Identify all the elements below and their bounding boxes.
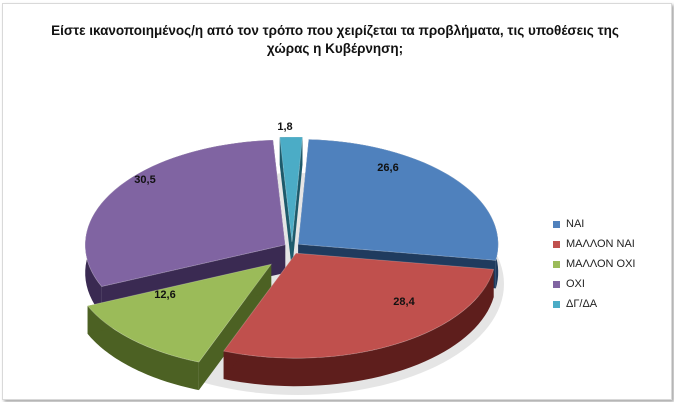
legend-label-2: ΜΑΛΛΟΝ ΟΧΙ — [566, 258, 636, 270]
legend-label-0: ΝΑΙ — [566, 218, 585, 230]
legend-item-1: ΜΑΛΛΟΝ ΝΑΙ — [553, 234, 663, 254]
legend-item-2: ΜΑΛΛΟΝ ΟΧΙ — [553, 254, 663, 274]
legend-item-3: ΟΧΙ — [553, 274, 663, 294]
chart-legend: ΝΑΙ ΜΑΛΛΟΝ ΝΑΙ ΜΑΛΛΟΝ ΟΧΙ ΟΧΙ ΔΓ/ΔΑ — [553, 214, 663, 314]
pie-slice-ΔΓ/ΔΑ — [279, 136, 303, 243]
chart-title-line-1: Είστε ικανοποιημένος/η από τον τρόπο που… — [51, 23, 619, 38]
pie-slice-ΜΑΛΛΟΝ ΟΧΙ — [86, 263, 273, 363]
legend-swatch-1 — [553, 240, 560, 248]
legend-label-1: ΜΑΛΛΟΝ ΝΑΙ — [566, 238, 635, 250]
legend-item-0: ΝΑΙ — [553, 214, 663, 234]
data-label-0: 26,6 — [377, 162, 398, 174]
legend-label-3: ΟΧΙ — [566, 278, 585, 290]
data-label-3: 30,5 — [134, 174, 155, 186]
legend-swatch-2 — [553, 260, 560, 268]
legend-label-4: ΔΓ/ΔΑ — [566, 298, 598, 310]
pie-slice-ΝΑΙ — [297, 138, 499, 261]
pie-slice-ΜΑΛΛΟΝ ΝΑΙ — [222, 252, 495, 359]
chart-title-line-2: χώρας η Κυβέρνηση; — [266, 41, 404, 56]
pie-slice-ΟΧΙ — [84, 139, 286, 287]
legend-item-4: ΔΓ/ΔΑ — [553, 294, 663, 314]
data-label-4: 1,8 — [277, 121, 292, 133]
legend-swatch-3 — [553, 280, 560, 288]
legend-swatch-4 — [553, 300, 560, 308]
legend-swatch-0 — [553, 220, 560, 228]
chart-title: Είστε ικανοποιημένος/η από τον τρόπο που… — [20, 22, 650, 58]
data-label-1: 28,4 — [393, 296, 415, 308]
data-label-2: 12,6 — [154, 289, 175, 301]
